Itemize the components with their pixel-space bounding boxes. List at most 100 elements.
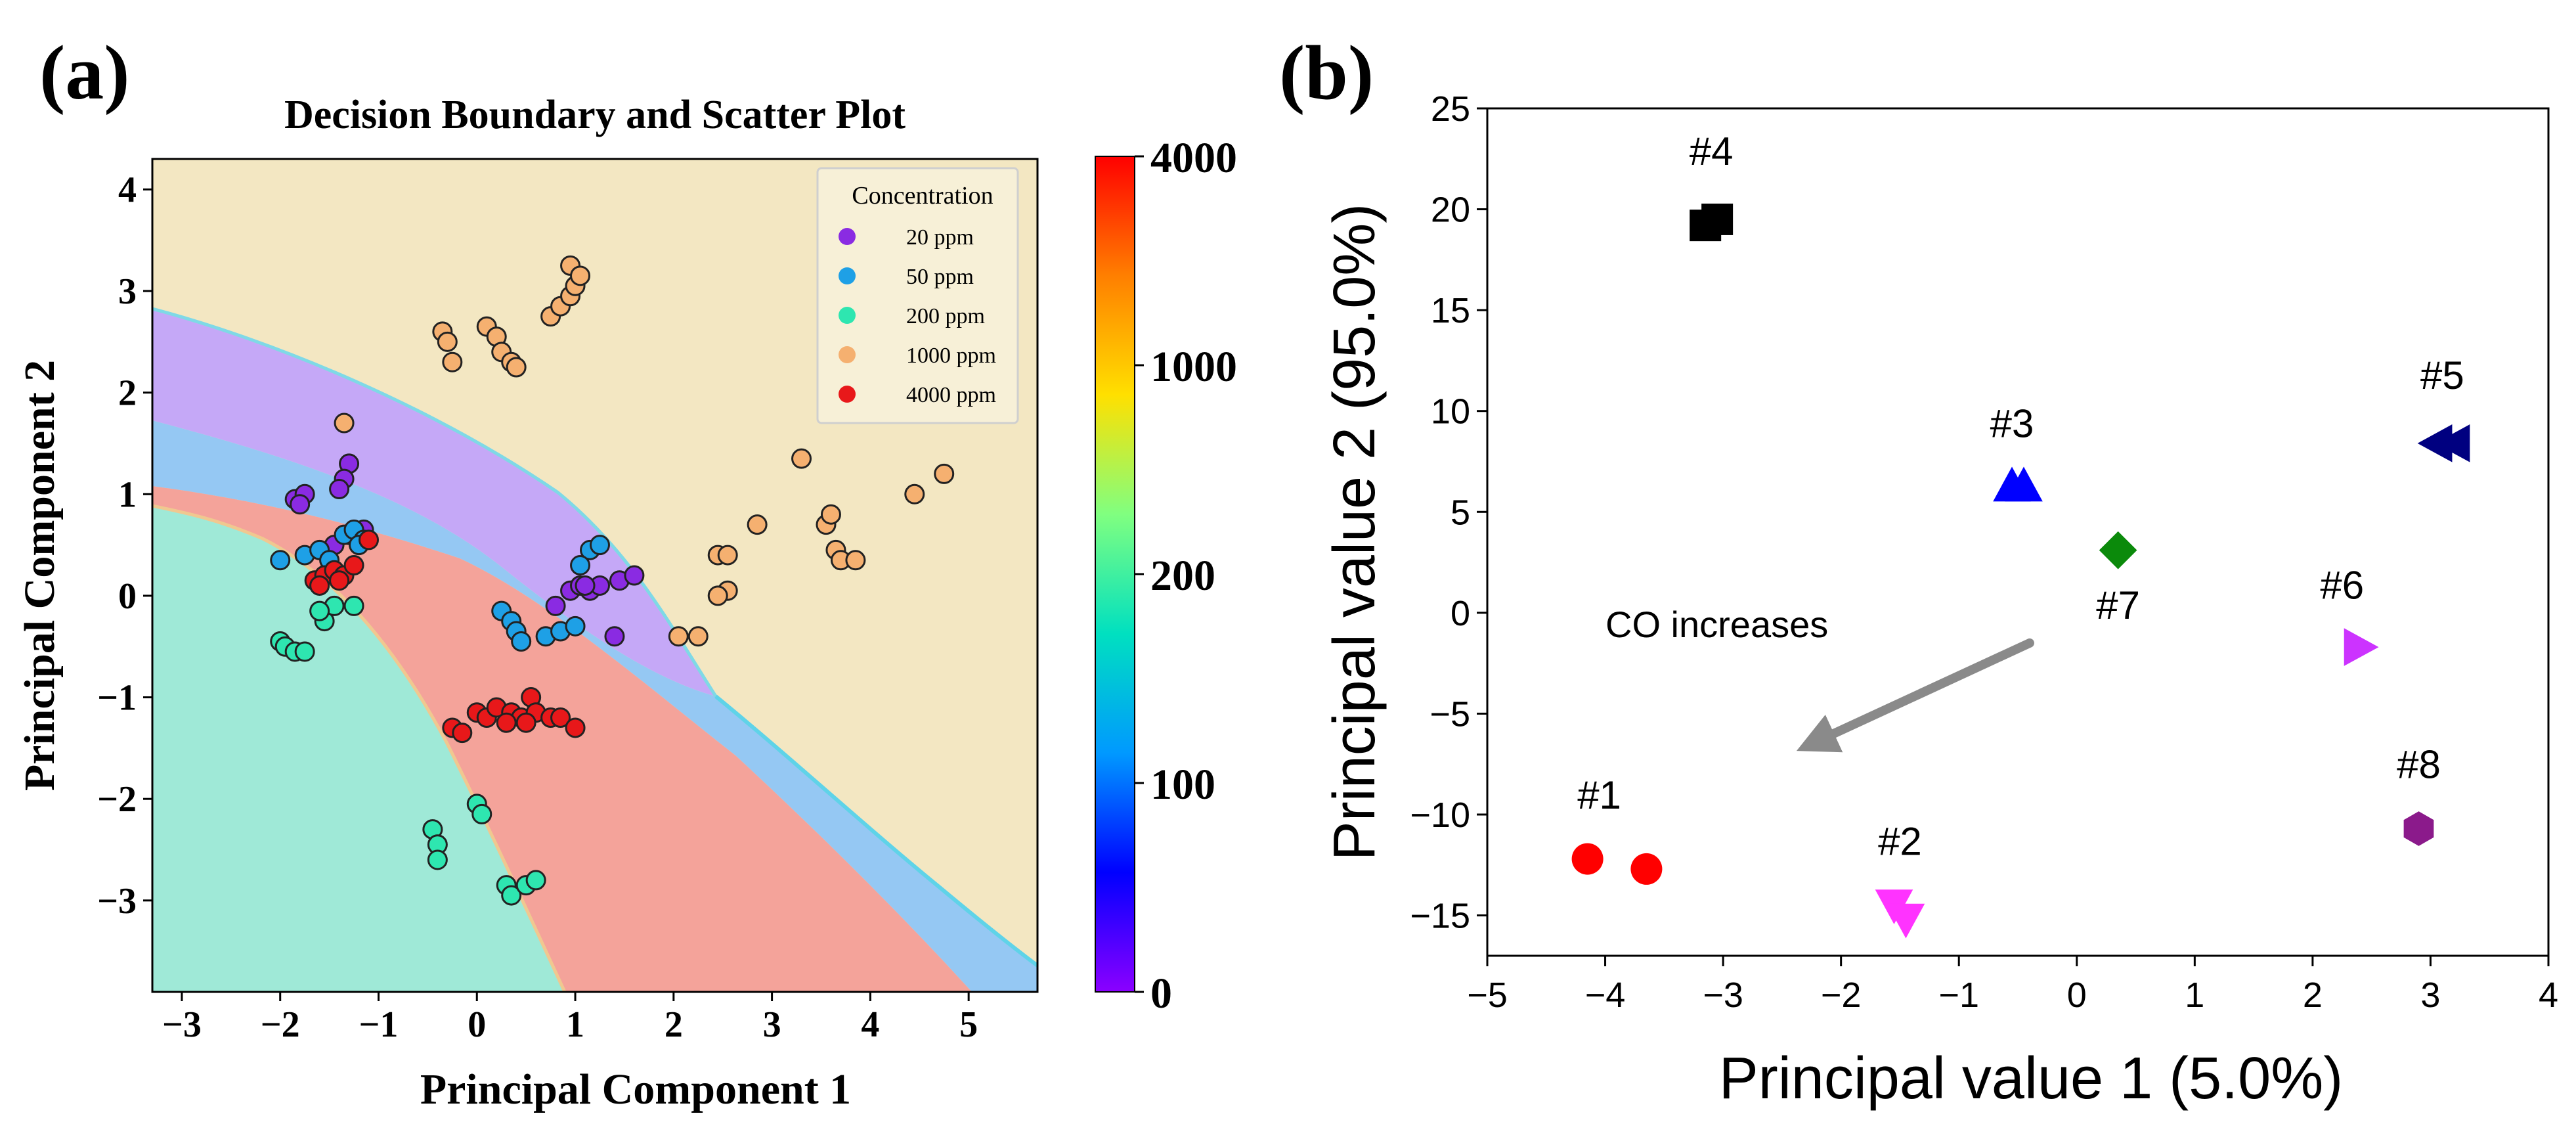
label-sample-3: #3: [1990, 402, 2034, 446]
point-4000-ppm: [452, 723, 473, 744]
panel-b-ytick-label: −5: [1430, 694, 1470, 734]
panel-b-xtick-label: 3: [2420, 975, 2440, 1015]
panel-a-xtick-label: −1: [359, 1004, 399, 1045]
panel-b-xtick-label: −3: [1703, 975, 1743, 1015]
point-200-ppm: [427, 849, 448, 870]
marker-sample-1: [1630, 853, 1663, 885]
point-50-ppm: [511, 631, 532, 652]
legend-marker-20-ppm: [839, 228, 856, 245]
panel-b-ytick-label: 10: [1431, 392, 1470, 432]
panel-a-xtick-label: −3: [162, 1004, 202, 1045]
panel-b-label: (b): [1279, 30, 1374, 116]
point-200-ppm: [309, 600, 330, 621]
legend-label-1000-ppm: 1000 ppm: [906, 344, 996, 368]
point-200-ppm: [501, 885, 522, 906]
point-1000-ppm: [688, 626, 709, 647]
boundary-line-1: [152, 307, 718, 698]
panel-a-xtick-label: −2: [261, 1004, 300, 1045]
point-1000-ppm: [934, 463, 955, 484]
panel-a-ytick-label: 3: [118, 271, 137, 312]
point-1000-ppm: [820, 504, 841, 525]
label-sample-1: #1: [1577, 773, 1621, 817]
panel-a-ytick-label: 0: [118, 576, 137, 617]
panel-b-xtick-label: −1: [1938, 975, 1979, 1015]
point-1000-ppm: [437, 331, 458, 352]
legend-title: Concentration: [852, 182, 993, 210]
panel-b-xlabel: Principal value 1 (5.0%): [1719, 1046, 2343, 1111]
panel-b-ytick-label: 25: [1431, 89, 1470, 129]
panel-a-xtick-label: 3: [763, 1004, 781, 1045]
point-50-ppm: [589, 535, 610, 556]
point-1000-ppm: [791, 448, 812, 469]
label-sample-6: #6: [2320, 563, 2364, 607]
point-1000-ppm: [845, 550, 866, 571]
region-4000ppm: [152, 486, 972, 992]
panel-b-plot-frame: [1486, 107, 2550, 957]
panel-a-ytick-label: −1: [97, 678, 137, 719]
point-1000-ppm: [334, 413, 355, 434]
point-20-ppm: [545, 595, 566, 616]
point-50-ppm: [270, 550, 291, 571]
label-sample-7: #7: [2096, 583, 2140, 627]
co-increases-label: CO increases: [1605, 604, 1828, 645]
panel-b-ytick-label: −15: [1410, 897, 1470, 936]
point-1000-ppm: [707, 585, 728, 606]
region-50ppm: [152, 420, 1037, 992]
panel-a-xlabel: Principal Component 1: [420, 1065, 851, 1113]
label-sample-8: #8: [2397, 743, 2441, 787]
point-4000-ppm: [309, 575, 330, 596]
panel-a-ytick-label: 4: [118, 169, 137, 210]
marker-sample-1: [1571, 843, 1604, 875]
point-20-ppm: [329, 479, 350, 500]
panel-b-xtick-label: −2: [1821, 975, 1862, 1015]
panel-a-ylabel: Principal Component 2: [16, 360, 64, 791]
label-sample-5: #5: [2420, 353, 2464, 397]
marker-sample-4: [1701, 203, 1734, 235]
point-20-ppm: [575, 575, 596, 596]
marker-sample-5: [2435, 424, 2470, 462]
panel-a-xtick-label: 5: [959, 1004, 978, 1045]
legend-box: [816, 167, 1019, 424]
marker-sample-7: [2099, 531, 2137, 570]
legend-marker-1000-ppm: [839, 346, 856, 363]
panel-b-xtick-label: 2: [2303, 975, 2323, 1015]
panel-b-ytick-label: 20: [1431, 190, 1470, 230]
point-1000-ppm: [668, 626, 689, 647]
panel-a-ytick-label: 2: [118, 373, 137, 414]
panel-a-xtick-label: 2: [665, 1004, 683, 1045]
colorbar-bar: [1095, 156, 1135, 993]
region-200ppm: [152, 506, 565, 992]
point-1000-ppm: [570, 265, 591, 286]
label-sample-2: #2: [1878, 819, 1922, 863]
panel-a-xtick-label: 4: [861, 1004, 879, 1045]
boundary-line-2: [714, 694, 1037, 968]
point-1000-ppm: [506, 357, 527, 378]
point-4000-ppm: [550, 707, 571, 728]
marker-sample-2: [1887, 903, 1925, 939]
legend-marker-200-ppm: [839, 307, 856, 324]
panel-b-xtick-label: −4: [1585, 975, 1626, 1015]
marker-sample-6: [2344, 628, 2379, 666]
point-1000-ppm: [717, 545, 738, 566]
panel-a-title: Decision Boundary and Scatter Plot: [284, 93, 906, 137]
colorbar-tick-label: 4000: [1150, 134, 1237, 182]
panel-b-ylabel: Principal value 2 (95.0%): [1322, 204, 1387, 861]
point-1000-ppm: [904, 483, 925, 504]
point-1000-ppm: [747, 514, 768, 535]
panel-a-ytick-label: −2: [97, 779, 137, 820]
legend-label-200-ppm: 200 ppm: [906, 304, 985, 328]
panel-a: (a) Decision Boundary and Scatter Plot −…: [16, 30, 1237, 1113]
point-4000-ppm: [329, 570, 350, 591]
point-200-ppm: [343, 595, 364, 616]
point-4000-ppm: [359, 529, 380, 550]
panel-b-ytick-label: −10: [1410, 795, 1470, 835]
colorbar: 0 100 200 1000 4000: [1095, 134, 1237, 1018]
point-4000-ppm: [515, 712, 536, 733]
point-20-ppm: [604, 626, 625, 647]
legend-label-50-ppm: 50 ppm: [906, 265, 974, 289]
label-sample-4: #4: [1690, 129, 1734, 173]
panel-a-xtick-label: 0: [468, 1004, 486, 1045]
legend-marker-50-ppm: [839, 267, 856, 284]
panel-b-xtick-label: 4: [2539, 975, 2558, 1015]
legend-label-20-ppm: 20 ppm: [906, 225, 974, 250]
